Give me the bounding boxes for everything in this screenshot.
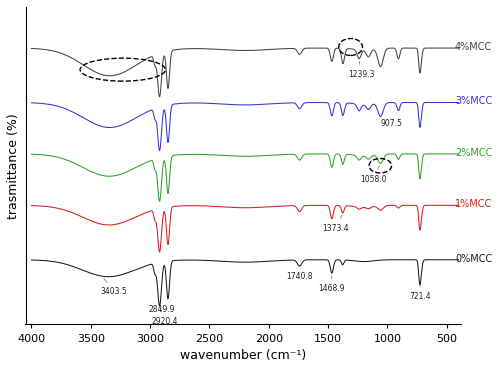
- Text: 2920.4: 2920.4: [151, 308, 178, 326]
- Y-axis label: trasmittance (%): trasmittance (%): [7, 113, 20, 218]
- Text: 4%MCC: 4%MCC: [455, 42, 492, 52]
- Text: 3%MCC: 3%MCC: [455, 96, 492, 106]
- Text: 1468.9: 1468.9: [318, 276, 345, 293]
- X-axis label: wavenumber (cm⁻¹): wavenumber (cm⁻¹): [180, 349, 306, 362]
- Text: 907.5: 907.5: [380, 113, 402, 128]
- Text: 721.4: 721.4: [410, 285, 432, 301]
- Text: 2849.9: 2849.9: [148, 299, 175, 314]
- Text: 1239.3: 1239.3: [348, 62, 374, 79]
- Text: 3403.5: 3403.5: [100, 278, 128, 296]
- Text: 1058.0: 1058.0: [360, 166, 386, 183]
- Text: 0%MCC: 0%MCC: [455, 254, 492, 263]
- Text: 2%MCC: 2%MCC: [455, 148, 492, 158]
- Text: 1373.4: 1373.4: [322, 215, 349, 233]
- Text: 1%MCC: 1%MCC: [455, 199, 492, 209]
- Text: 1740.8: 1740.8: [286, 266, 312, 281]
